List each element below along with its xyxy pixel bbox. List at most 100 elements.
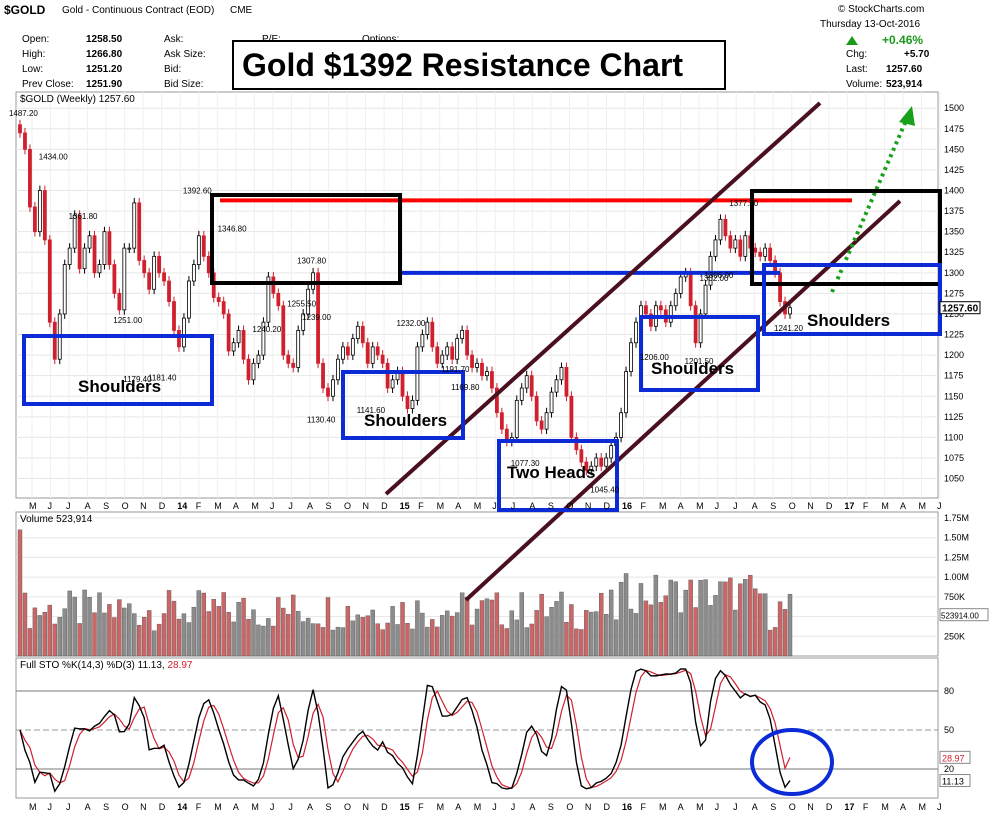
volume-bar	[663, 595, 669, 657]
candle-body	[629, 342, 633, 372]
price-label: 1487.20	[9, 109, 38, 118]
price-x-tick-label: J	[733, 501, 738, 511]
volume-bar	[698, 580, 703, 657]
candle-body	[609, 445, 614, 459]
price-x-tick-label: N	[585, 501, 592, 511]
volume-bar	[295, 611, 301, 657]
volume-bar	[261, 625, 266, 657]
candle-body	[301, 313, 306, 331]
candle-body	[713, 239, 718, 257]
volume-bar	[628, 608, 634, 657]
price-tick-label: 1350	[944, 227, 964, 237]
price-tick-label: 1200	[944, 350, 964, 360]
volume-bar	[410, 628, 415, 657]
candle-body	[619, 412, 623, 438]
volume-tick-label: 1.75M	[944, 513, 969, 523]
volume-bar	[648, 604, 654, 657]
price-label: 1377.50	[729, 199, 758, 208]
sto-d-box	[939, 750, 971, 764]
volume-tick-label: 750K	[944, 592, 965, 602]
sto-x-tick-label: J	[733, 802, 738, 812]
price-label: 1361.80	[69, 212, 98, 221]
volume-bar	[161, 613, 167, 657]
volume-bar	[325, 597, 331, 657]
candle-body	[524, 375, 529, 389]
price-x-tick-label: O	[789, 501, 796, 511]
candle-body	[147, 272, 152, 290]
price-label: 1306.00	[704, 271, 733, 280]
volume-bar	[171, 600, 177, 657]
candle-body	[445, 346, 450, 356]
volume-bar	[420, 612, 425, 657]
pattern-box	[22, 334, 214, 406]
price-x-tick-label: 17	[844, 501, 854, 511]
volume-bar	[107, 604, 112, 657]
sto-x-tick-label: S	[770, 802, 776, 812]
candle-body	[673, 292, 678, 307]
sto-d-label: 28.97	[942, 753, 965, 763]
price-label: 1346.80	[218, 224, 247, 233]
price-x-tick-label: M	[696, 501, 704, 511]
volume-bar	[196, 590, 202, 657]
candle-body	[246, 358, 251, 381]
last-value: 1257.60	[886, 64, 923, 75]
candle-body	[778, 272, 782, 303]
price-label: 1141.60	[357, 406, 386, 415]
volume-bar	[539, 593, 544, 657]
volume-bar	[554, 601, 559, 657]
volume-bar	[574, 628, 579, 657]
volume-bar	[718, 581, 723, 657]
pe-label: P/E:	[262, 34, 281, 46]
pct-change: +0.46%	[882, 33, 924, 47]
price-x-tick-label: A	[307, 501, 313, 511]
volume-bar	[241, 597, 246, 657]
high-label: High:	[22, 49, 46, 60]
price-label: 1239.00	[302, 313, 331, 322]
sto-x-tick-label: F	[196, 802, 202, 812]
high-value: 1266.80	[86, 49, 123, 60]
sto-title-prefix: Full STO %K(14,3) %D(3) 11.13,	[20, 660, 165, 671]
sto-x-tick-label: A	[85, 802, 91, 812]
candle-body	[231, 342, 236, 352]
candle-body	[604, 457, 609, 467]
candle-body	[465, 330, 469, 356]
candle-body	[539, 420, 544, 430]
volume-bar	[286, 613, 291, 657]
candle-body	[589, 465, 594, 471]
candle-body	[405, 395, 410, 409]
candle-body	[87, 235, 92, 249]
price-x-tick-label: N	[140, 501, 147, 511]
candle-body	[112, 264, 117, 294]
price-label: 1130.40	[307, 415, 336, 424]
sto-x-tick-label: A	[678, 802, 684, 812]
candle-body	[206, 255, 211, 274]
sto-x-tick-label: S	[325, 802, 331, 812]
price-x-tick-label: J	[48, 501, 53, 511]
volume-bar	[151, 630, 157, 657]
candle-body	[276, 292, 281, 307]
price-label: 1255.50	[287, 299, 316, 308]
volume-bar	[281, 607, 286, 657]
volume-bar	[713, 595, 718, 657]
sto-x-tick-label: M	[437, 802, 445, 812]
candle-body	[703, 284, 708, 315]
volume-bar	[753, 588, 758, 657]
price-label: 1251.00	[113, 316, 142, 325]
price-label: 1302.00	[699, 274, 728, 283]
candle-body	[182, 317, 186, 348]
candle-body	[658, 305, 663, 311]
volume-bar	[499, 624, 505, 657]
volume-bar	[315, 623, 321, 657]
candle-body	[534, 395, 539, 422]
candle-body	[788, 307, 792, 315]
candle-body	[569, 395, 574, 438]
candle-body	[82, 247, 87, 270]
candle-body	[52, 321, 57, 360]
volume-bar	[92, 612, 97, 657]
candle-body	[102, 231, 107, 265]
candle-body	[241, 330, 246, 360]
sto-x-tick-label: O	[789, 802, 796, 812]
resistance-box	[210, 193, 402, 285]
price-x-tick-label: 16	[622, 501, 632, 511]
candle-body	[97, 264, 102, 274]
